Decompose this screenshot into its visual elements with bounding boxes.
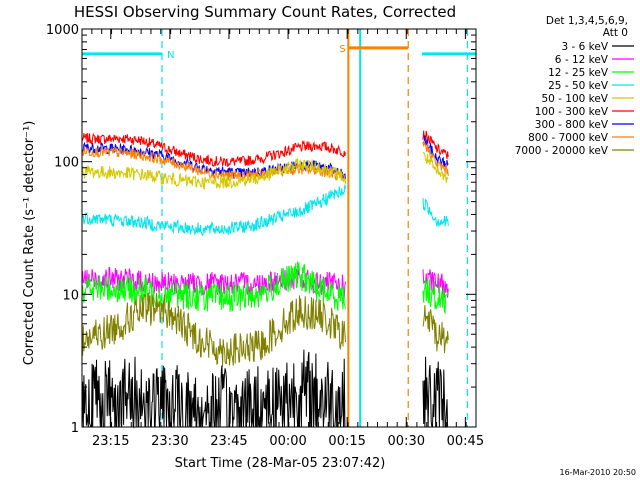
series-line-7 xyxy=(81,292,449,367)
x-tick-label: 00:00 xyxy=(269,434,306,449)
footer-timestamp: 16-Mar-2010 20:50 xyxy=(560,468,637,477)
legend-entry-label: 50 - 100 keV xyxy=(541,93,608,105)
axes: 23:15 23:30 23:45 00:00 00:15 00:30 00:45 1 10 10… xyxy=(46,23,484,449)
y-tick-label: 100 xyxy=(54,156,79,171)
series-line-6 xyxy=(81,261,449,315)
flag-label: S xyxy=(339,44,345,55)
legend-entry-label: 25 - 50 keV xyxy=(548,80,609,92)
series-group xyxy=(81,130,449,429)
flag-label: N xyxy=(167,50,174,61)
x-tick-label: 23:15 xyxy=(92,434,129,449)
y-axis-label: Corrected Count Rate (s⁻¹ detector⁻¹) xyxy=(22,121,37,366)
x-tick-label: 00:15 xyxy=(328,434,365,449)
legend-entry-label: 3 - 6 keV xyxy=(561,41,608,53)
series-line-3 xyxy=(81,151,449,190)
chart-title: HESSI Observing Summary Count Rates, Cor… xyxy=(74,3,456,21)
legend-header: Det 1,3,4,5,6,9, xyxy=(546,15,628,27)
legend-header: Att 0 xyxy=(603,27,628,39)
vertical-markers xyxy=(161,29,468,427)
series-line-0 xyxy=(81,130,449,168)
flag-bars: NS xyxy=(82,44,476,61)
y-tick-label: 10 xyxy=(62,288,79,303)
legend-entry-label: 300 - 800 keV xyxy=(535,119,609,131)
x-axis-label: Start Time (28-Mar-05 23:07:42) xyxy=(175,456,386,471)
y-tick-label: 1000 xyxy=(46,23,79,38)
series-line-2 xyxy=(81,140,449,184)
legend-entry-label: 6 - 12 keV xyxy=(555,54,609,66)
x-tick-label: 23:45 xyxy=(210,434,247,449)
series-line-4 xyxy=(81,184,449,237)
legend-entry-label: 800 - 7000 keV xyxy=(528,132,609,144)
x-tick-label: 00:45 xyxy=(447,434,484,449)
legend-entry-label: 7000 - 20000 keV xyxy=(515,145,609,157)
x-tick-label: 23:30 xyxy=(151,434,188,449)
x-tick-label: 00:30 xyxy=(388,434,425,449)
series-line-8 xyxy=(81,349,449,429)
legend-entry-label: 100 - 300 keV xyxy=(535,106,609,118)
y-tick-label: 1 xyxy=(71,421,79,436)
plot-frame xyxy=(81,28,477,428)
legend-entry-label: 12 - 25 keV xyxy=(548,67,609,79)
